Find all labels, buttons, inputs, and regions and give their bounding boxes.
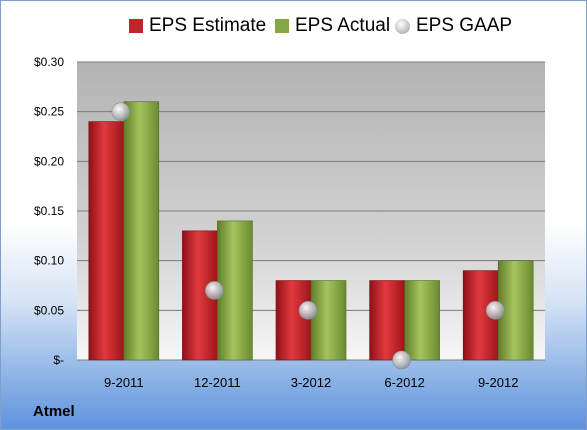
y-tick-label: $0.25 <box>34 105 64 119</box>
bar-eps-estimate <box>88 121 125 361</box>
y-tick-label: $0.10 <box>34 254 64 268</box>
bar-eps-actual <box>123 101 160 361</box>
company-name: Atmel <box>33 403 75 420</box>
y-tick-label: $0.05 <box>34 303 64 317</box>
bar-eps-actual <box>310 280 347 361</box>
marker-eps-gaap <box>392 350 411 370</box>
x-tick-label: 9-2012 <box>478 375 518 390</box>
legend-item-eps-estimate: EPS Estimate <box>129 15 266 37</box>
legend-item-eps-actual: EPS Actual <box>275 15 390 37</box>
legend-swatch-eps-actual <box>275 19 289 33</box>
marker-eps-gaap <box>205 281 224 300</box>
y-tick-label: $0.30 <box>34 55 64 69</box>
bar-eps-estimate <box>369 280 405 361</box>
bar-eps-estimate <box>275 280 312 361</box>
legend-label-eps-actual: EPS Actual <box>295 15 391 36</box>
legend-marker-eps-gaap <box>395 18 410 34</box>
marker-eps-gaap <box>298 301 318 320</box>
legend-label-eps-gaap: EPS GAAP <box>416 15 513 36</box>
legend-label-eps-estimate: EPS Estimate <box>149 15 267 36</box>
marker-eps-gaap <box>111 102 131 121</box>
x-tick-label: 9-2011 <box>104 375 144 390</box>
x-tick-label: 12-2011 <box>194 375 241 390</box>
legend: EPS Estimate EPS Actual EPS GAAP <box>1 15 586 45</box>
marker-eps-gaap <box>485 301 505 320</box>
x-tick-label: 6-2012 <box>384 375 424 390</box>
legend-item-eps-gaap: EPS GAAP <box>395 15 512 37</box>
legend-swatch-eps-estimate <box>129 19 143 33</box>
y-tick-label: $0.15 <box>34 204 64 218</box>
x-tick-label: 3-2012 <box>291 375 331 390</box>
y-tick-label: $0.20 <box>34 154 64 168</box>
y-tick-label: $- <box>53 353 64 367</box>
bar-eps-actual <box>404 280 440 361</box>
